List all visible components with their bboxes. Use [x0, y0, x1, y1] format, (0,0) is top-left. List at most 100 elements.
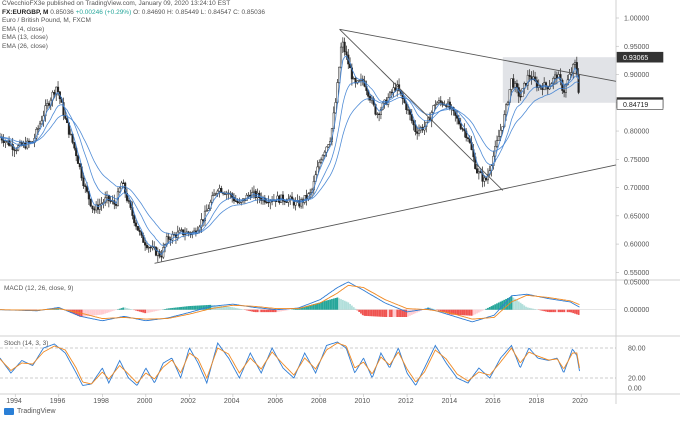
- candle-body: [46, 103, 49, 106]
- candle-body: [78, 163, 81, 168]
- macd-bar: [345, 301, 348, 310]
- macd-bar: [477, 309, 480, 313]
- macd-legend[interactable]: MACD (12, 26, close, 9): [4, 285, 74, 292]
- time-tick-label: 2006: [267, 398, 283, 405]
- price-label-text: 0.93065: [623, 55, 648, 62]
- macd-bar: [514, 298, 517, 310]
- macd-bar: [414, 309, 417, 314]
- macd-bar: [265, 309, 268, 313]
- macd-bar: [254, 309, 257, 313]
- macd-bar: [516, 300, 518, 310]
- candle-body: [379, 109, 382, 115]
- candle-body: [56, 86, 60, 93]
- candle-body: [147, 246, 150, 249]
- macd-bar: [487, 307, 489, 310]
- macd-tick-label: 0.00000: [624, 307, 649, 314]
- candle-body: [416, 131, 419, 134]
- macd-bar: [146, 309, 148, 314]
- candle-body: [127, 200, 130, 202]
- macd-bar: [369, 309, 371, 317]
- macd-bar: [394, 309, 397, 318]
- candle-body: [554, 74, 557, 79]
- candle-body: [138, 230, 141, 233]
- macd-bar: [349, 303, 351, 310]
- macd-bar: [178, 307, 181, 310]
- candle-body: [535, 80, 538, 88]
- macd-bar: [501, 300, 504, 310]
- macd-bar: [167, 308, 170, 310]
- candle-body: [180, 229, 183, 231]
- macd-bar: [519, 302, 522, 310]
- macd-bar: [173, 307, 176, 310]
- macd-bar: [499, 301, 502, 310]
- macd-bar: [331, 299, 333, 310]
- macd-bar: [120, 308, 123, 310]
- candle-body: [501, 126, 504, 131]
- macd-bar: [479, 309, 482, 312]
- tradingview-logo[interactable]: TradingView: [4, 408, 56, 415]
- macd-bar: [140, 309, 143, 313]
- macd-bar: [472, 309, 475, 316]
- macd-bar: [247, 309, 250, 311]
- macd-bar: [84, 309, 87, 317]
- macd-bar: [280, 309, 283, 312]
- macd-bar: [461, 309, 464, 316]
- macd-bar: [253, 309, 255, 312]
- macd-bar: [530, 308, 533, 310]
- macd-bar: [107, 309, 110, 313]
- macd-bar: [274, 309, 277, 313]
- macd-bar: [401, 309, 404, 318]
- macd-bar: [329, 299, 332, 310]
- candle-body: [376, 113, 379, 116]
- candle-body: [519, 96, 522, 98]
- ema-legend-1[interactable]: EMA (4, close): [2, 25, 45, 33]
- macd-bar: [300, 307, 303, 310]
- candle-body: [378, 113, 381, 116]
- price-tick-label: 0.80000: [624, 129, 649, 136]
- candle-body: [35, 129, 38, 139]
- macd-bar: [488, 307, 491, 310]
- macd-bar: [176, 307, 179, 310]
- macd-bar: [496, 303, 498, 310]
- macd-bar: [438, 309, 440, 311]
- macd-bar: [450, 309, 453, 315]
- candle-body: [98, 204, 101, 210]
- chart-header: CVecchioFX3e published on TradingView.co…: [2, 0, 265, 51]
- macd-bar: [370, 309, 373, 317]
- macd-bar: [316, 303, 319, 310]
- macd-bar: [350, 305, 353, 310]
- macd-bar: [164, 309, 166, 310]
- macd-bar: [135, 309, 137, 311]
- ema-legend-3[interactable]: EMA (26, close): [2, 42, 48, 50]
- price-label-text: 0.84719: [623, 102, 648, 109]
- candle-body: [212, 193, 216, 197]
- macd-bar: [372, 309, 375, 317]
- price-change: +0.00246 (+0.29%): [75, 8, 132, 16]
- macd-bar: [526, 307, 529, 310]
- macd-bar: [233, 307, 235, 310]
- macd-bar: [229, 306, 232, 310]
- candle-body: [437, 100, 441, 104]
- candle-body: [91, 205, 94, 210]
- time-tick-label: 1998: [93, 398, 109, 405]
- last-price: 0.85036: [50, 8, 74, 16]
- macd-bar: [458, 309, 460, 316]
- stoch-legend[interactable]: Stoch (14, 3, 3): [4, 340, 49, 347]
- macd-bar: [358, 309, 361, 312]
- macd-bar: [249, 309, 252, 312]
- macd-bar: [550, 309, 553, 313]
- macd-bar: [283, 309, 286, 311]
- macd-bar: [155, 309, 157, 312]
- macd-bar: [271, 309, 273, 313]
- candle-body: [495, 140, 499, 147]
- macd-bar: [490, 306, 493, 310]
- macd-bar: [439, 309, 442, 312]
- symbol[interactable]: FX:EURGBP, M: [2, 8, 49, 16]
- candle-body: [407, 109, 410, 111]
- macd-bar: [169, 308, 172, 310]
- price-tick-label: 0.60000: [624, 242, 649, 249]
- macd-bar: [234, 307, 237, 310]
- macd-bar: [189, 305, 192, 310]
- ema-legend-2[interactable]: EMA (13, close): [2, 34, 48, 41]
